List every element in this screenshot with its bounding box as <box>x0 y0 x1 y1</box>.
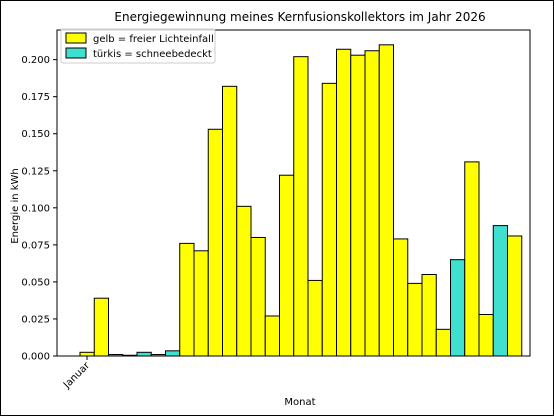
bar-11 <box>222 85 238 357</box>
bar-17 <box>307 279 323 357</box>
bar-23 <box>393 238 409 357</box>
y-tick-label: 0.050 <box>21 277 50 288</box>
bar-10 <box>207 128 223 357</box>
y-tick-label: 0.000 <box>21 352 50 363</box>
bar-31 <box>507 235 523 357</box>
bar-24 <box>407 282 423 357</box>
legend-label-snow: türkis = schneebedeckt <box>93 49 212 60</box>
bar-26 <box>435 328 451 357</box>
legend: gelb = freier Lichteinfall türkis = schn… <box>60 28 216 64</box>
bar-16 <box>293 56 309 357</box>
bar-7 <box>165 350 181 357</box>
bar-22 <box>378 44 394 357</box>
bar-28 <box>464 161 480 357</box>
bar-18 <box>321 82 337 357</box>
x-axis: Januar <box>61 356 93 391</box>
legend-swatch-free <box>65 32 87 44</box>
bar-19 <box>336 48 352 357</box>
bar-15 <box>279 174 295 357</box>
y-tick-label: 0.075 <box>21 240 50 251</box>
bar-21 <box>364 50 380 357</box>
legend-label-free: gelb = freier Lichteinfall <box>93 34 214 45</box>
y-tick-label: 0.100 <box>21 203 50 214</box>
y-tick-label: 0.175 <box>21 92 50 103</box>
bar-2 <box>93 297 109 357</box>
x-tick-label: Januar <box>61 360 93 392</box>
bar-5 <box>136 351 152 357</box>
bar-9 <box>193 250 209 357</box>
bar-27 <box>450 259 466 357</box>
bar-8 <box>179 242 195 357</box>
chart-title: Energiegewinnung meines Kernfusionskolle… <box>114 10 485 24</box>
y-axis: 0.000 0.025 0.050 0.075 0.100 0.125 0.150 0.175… <box>21 55 57 363</box>
bar-29 <box>478 314 494 357</box>
bar-20 <box>350 54 366 357</box>
bar-14 <box>264 315 280 357</box>
y-axis-title: Energie in kWh <box>10 168 21 244</box>
bar-30 <box>492 225 508 357</box>
bars-group <box>79 44 523 357</box>
y-tick-label: 0.125 <box>21 166 50 177</box>
legend-box <box>60 28 216 64</box>
bar-25 <box>421 274 437 357</box>
bar-12 <box>236 205 252 357</box>
bar-1 <box>79 351 95 357</box>
plot-border <box>56 29 531 357</box>
y-tick-label: 0.150 <box>21 129 50 140</box>
y-tick-label: 0.025 <box>21 314 50 325</box>
legend-swatch-snow <box>65 47 87 59</box>
y-tick-label: 0.200 <box>21 55 50 66</box>
bar-13 <box>250 236 266 357</box>
x-axis-title: Monat <box>284 397 315 408</box>
